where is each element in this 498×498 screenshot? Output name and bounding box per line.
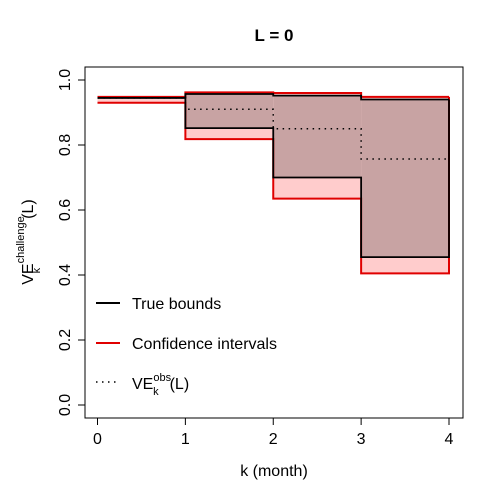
legend-ve-obs-base: VE	[132, 376, 153, 393]
legend-label-true-bounds: True bounds	[132, 296, 221, 313]
bounds-band-3	[361, 99, 449, 258]
y-tick-label-3: 0.6	[57, 199, 74, 221]
y-tick-label-2: 0.4	[57, 264, 74, 286]
x-tick-label-1: 1	[181, 431, 190, 448]
chart-title: L = 0	[255, 26, 294, 45]
legend-label-ve-obs: VEobs k (L)	[132, 372, 189, 398]
y-axis-label-sup: challenge	[15, 216, 27, 263]
x-tick-label-4: 4	[445, 431, 454, 448]
y-axis-label-base: VE	[20, 263, 37, 284]
legend-ve-obs-suffix: (L)	[170, 376, 190, 393]
svg-text:VEchallengek(L): VEchallenge k (L)	[15, 199, 43, 285]
bounds-band-2	[273, 95, 362, 178]
y-axis-label: VEchallenge k (L)	[15, 199, 43, 285]
y-tick-label-4: 0.8	[57, 134, 74, 156]
x-tick-label-0: 0	[93, 431, 102, 448]
legend-ve-obs-sup: obs	[153, 372, 171, 384]
legend-ve-obs-sub: k	[153, 386, 159, 398]
y-tick-label-1: 0.2	[57, 329, 74, 351]
ci-band-0	[97, 96, 186, 103]
x-tick-label-2: 2	[269, 431, 278, 448]
x-axis-label: k (month)	[240, 463, 308, 480]
bounds-band-1	[185, 93, 274, 129]
y-tick-label-0: 0.0	[57, 394, 74, 416]
axes: 0 1 2 3 4 0.0 0.2 0.4 0.6 0.8 1.0	[57, 69, 454, 448]
legend: True bounds Confidence intervals VEobs k (…	[96, 296, 277, 398]
x-tick-label-3: 3	[357, 431, 366, 448]
y-axis-label-sub: k	[31, 267, 43, 273]
bounds-upper-line	[97, 93, 449, 101]
band-fills	[97, 92, 449, 274]
y-axis-label-suffix: (L)	[20, 199, 37, 219]
bounds-lower-line	[97, 96, 450, 259]
series-lines	[97, 91, 450, 275]
legend-label-confidence-intervals: Confidence intervals	[132, 336, 277, 353]
y-tick-label-5: 1.0	[57, 69, 74, 91]
